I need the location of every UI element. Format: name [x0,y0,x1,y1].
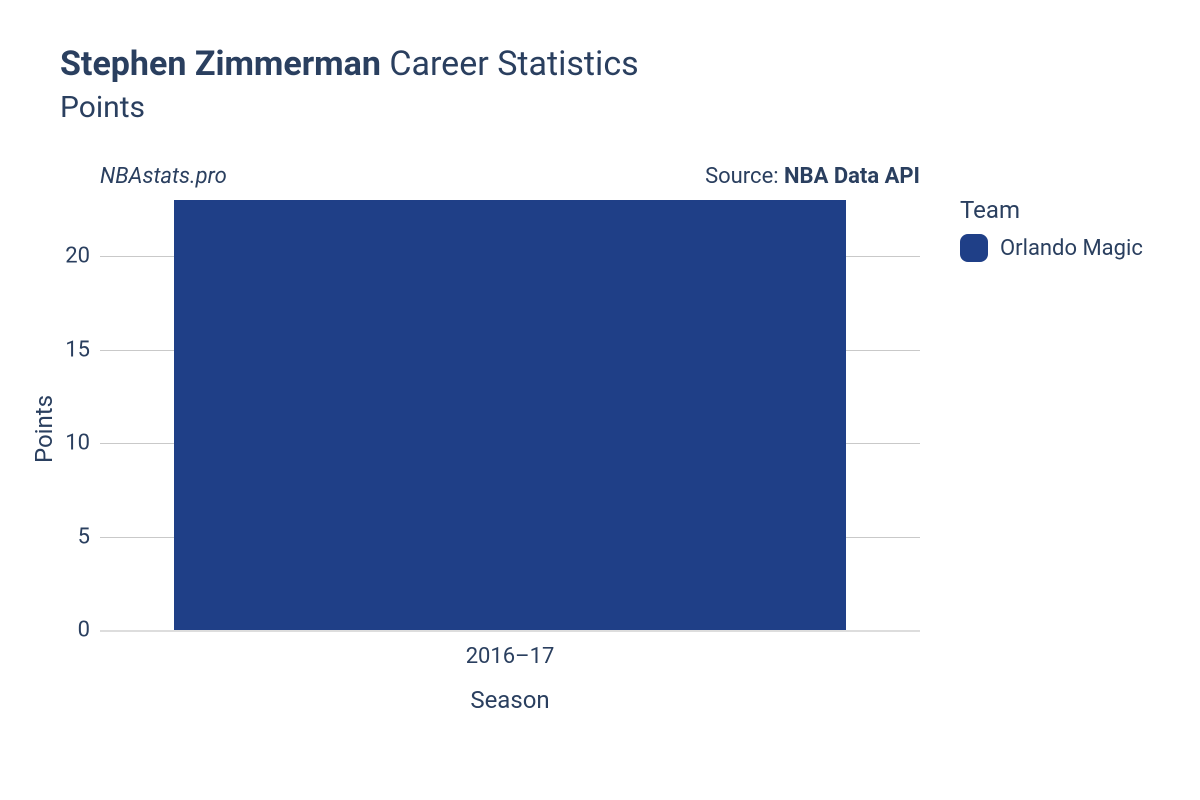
x-tick-label: 2016–17 [466,644,555,669]
annotation-site: NBAstats.pro [100,164,227,189]
y-tick-label: 20 [40,244,90,269]
chart-title-block: Stephen Zimmerman Career Statistics Poin… [60,44,639,125]
legend-title: Team [960,196,1143,224]
legend-swatch [960,234,988,262]
chart-title: Stephen Zimmerman Career Statistics [60,44,639,84]
legend-item: Orlando Magic [960,234,1143,262]
title-suffix: Career Statistics [389,44,638,84]
source-name: NBA Data API [784,164,920,189]
y-tick-label: 15 [40,337,90,362]
y-tick-label: 0 [40,618,90,643]
title-player: Stephen Zimmerman [60,44,381,84]
chart-container: Stephen Zimmerman Career Statistics Poin… [0,0,1200,800]
chart-subtitle: Points [60,90,639,125]
y-tick-label: 5 [40,524,90,549]
legend-label: Orlando Magic [1000,236,1143,261]
source-prefix: Source: [705,164,784,189]
legend: Team Orlando Magic [960,196,1143,262]
legend-items: Orlando Magic [960,234,1143,262]
x-axis-title: Season [470,686,549,714]
plot-area [100,200,920,630]
annotation-source: Source: NBA Data API [705,164,920,189]
y-tick-label: 10 [40,431,90,456]
bar [174,200,846,630]
zero-line [100,630,920,632]
